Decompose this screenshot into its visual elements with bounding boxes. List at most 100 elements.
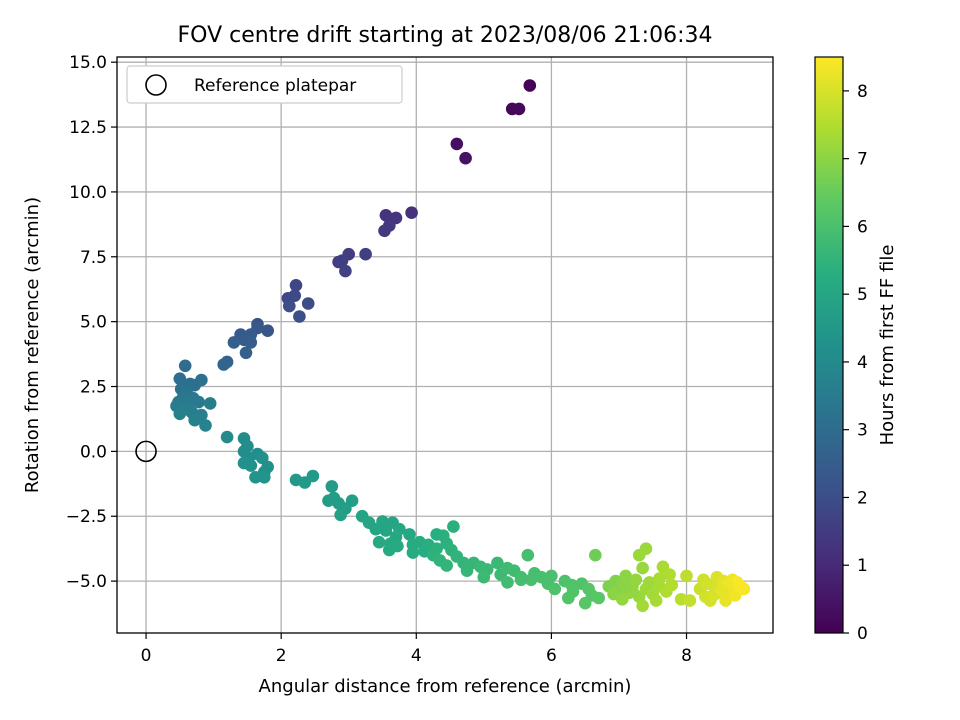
scatter-point [501, 576, 514, 589]
scatter-point [178, 359, 192, 373]
y-tick-label: 7.5 [80, 248, 107, 268]
scatter-point [636, 561, 649, 575]
y-axis-ticks: −5.0 −2.5 0.0 2.5 5.0 7.5 10.0 12.5 15.0 [66, 53, 117, 592]
colorbar-tick-label: 3 [857, 421, 868, 441]
scatter-point [334, 508, 347, 522]
scatter-point [477, 570, 491, 584]
grid-lines [117, 57, 773, 633]
scatter-points [170, 79, 751, 613]
scatter-point [379, 209, 393, 222]
scatter-point [643, 576, 656, 589]
scatter-point [523, 79, 537, 92]
scatter-point [383, 543, 396, 557]
scatter-point [217, 358, 230, 371]
x-tick-label: 2 [276, 646, 287, 666]
scatter-point [283, 299, 296, 313]
scatter-point [289, 279, 303, 292]
scatter-point [378, 224, 391, 238]
scatter-point [405, 206, 418, 219]
scatter-point [220, 430, 234, 444]
scatter-point [244, 336, 258, 349]
y-tick-label: −5.0 [66, 572, 107, 592]
scatter-point [663, 568, 676, 581]
colorbar-gradient [814, 56, 844, 634]
x-tick-label: 0 [141, 646, 152, 666]
colorbar-tick-label: 2 [857, 488, 868, 508]
scatter-point [730, 576, 744, 589]
scatter-point [715, 583, 728, 597]
scatter-point [524, 573, 538, 587]
scatter-point [616, 593, 629, 606]
x-axis-label: Angular distance from reference (arcmin) [259, 676, 632, 697]
y-tick-label: 15.0 [69, 53, 107, 73]
scatter-point [244, 459, 258, 472]
colorbar-tick-label: 1 [857, 556, 868, 576]
colorbar-tick-label: 6 [857, 217, 868, 237]
colorbar-tick-label: 7 [857, 150, 868, 170]
scatter-point [301, 297, 315, 310]
scatter-point [619, 580, 632, 593]
y-tick-label: 0.0 [80, 442, 107, 462]
y-tick-label: −2.5 [66, 507, 107, 527]
x-tick-label: 6 [546, 646, 557, 666]
scatter-point [325, 480, 339, 493]
scatter-point [450, 137, 464, 151]
colorbar-label: Hours from first FF file [877, 245, 898, 446]
scatter-point [521, 548, 535, 562]
scatter-point [195, 373, 208, 387]
scatter-point [545, 569, 558, 583]
scatter-point [514, 573, 528, 587]
scatter-point [728, 589, 742, 602]
scatter-point [636, 599, 649, 613]
scatter-point [322, 494, 335, 508]
y-tick-label: 5.0 [80, 313, 107, 333]
scatter-point [700, 577, 714, 590]
scatter-point [589, 548, 602, 562]
scatter-point [639, 542, 653, 555]
scatter-point [369, 522, 383, 536]
plot-frame [116, 56, 774, 634]
y-tick-label: 2.5 [80, 378, 107, 398]
x-tick-label: 8 [681, 646, 692, 666]
scatter-point [719, 594, 732, 607]
reference-platepar-marker [135, 440, 157, 463]
colorbar-tick-label: 0 [857, 624, 868, 644]
colorbar: 0 1 2 3 4 5 6 7 8 Hours from first FF file [814, 56, 898, 644]
scatter-point [258, 471, 271, 484]
scatter-point [562, 591, 575, 605]
scatter-point [306, 469, 320, 483]
scatter-point [619, 569, 632, 583]
scatter-point [379, 524, 393, 537]
scatter-point [578, 596, 592, 610]
scatter-point [629, 573, 643, 587]
scatter-point [203, 397, 217, 410]
scatter-point [249, 471, 262, 484]
scatter-point [459, 151, 472, 165]
scatter-point [199, 419, 212, 432]
colorbar-ticks: 0 1 2 3 4 5 6 7 8 [843, 82, 868, 644]
scatter-point [683, 594, 697, 607]
scatter-point [548, 582, 562, 596]
y-axis-label: Rotation from reference (arcmin) [22, 197, 43, 493]
scatter-point [592, 591, 605, 605]
scatter-point [512, 102, 526, 116]
colorbar-tick-label: 8 [857, 82, 868, 102]
scatter-point [359, 247, 372, 261]
scatter-point [261, 324, 275, 338]
scatter-point [440, 559, 454, 572]
scatter-point [491, 556, 504, 570]
legend-box [126, 65, 403, 104]
colorbar-tick-label: 5 [857, 285, 868, 305]
legend-marker-icon [145, 74, 167, 96]
scatter-point [192, 395, 205, 409]
legend-label: Reference platepar [194, 76, 356, 96]
scatter-point [649, 594, 663, 607]
scatter-point [403, 528, 416, 541]
scatter-point [406, 546, 420, 559]
y-tick-label: 12.5 [69, 118, 107, 138]
colorbar-tick-label: 4 [857, 353, 868, 373]
scatter-point [239, 346, 253, 360]
chart-title: FOV centre drift starting at 2023/08/06 … [178, 23, 713, 48]
scatter-point [173, 372, 187, 386]
